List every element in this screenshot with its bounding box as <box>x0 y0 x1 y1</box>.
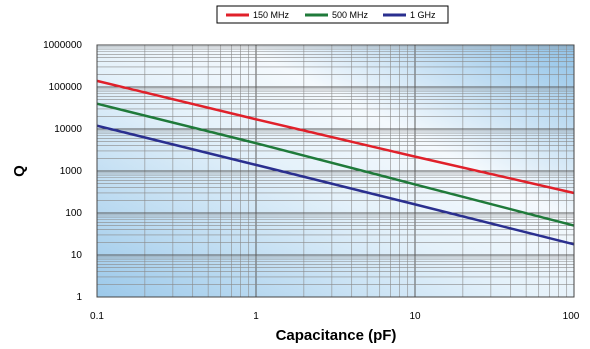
x-tick-label: 10 <box>409 311 421 322</box>
legend-item-1ghz: 1 GHz <box>383 10 436 20</box>
y-tick-label: 1 <box>76 292 82 303</box>
x-tick-label: 1 <box>253 311 259 322</box>
legend-label-500mhz: 500 MHz <box>332 10 369 20</box>
legend-item-500mhz: 500 MHz <box>305 10 369 20</box>
y-tick-label: 100 <box>65 208 82 219</box>
series-line-500mhz <box>96 102 575 227</box>
x-tick-label: 100 <box>563 311 580 322</box>
x-axis-title: Capacitance (pF) <box>276 327 397 344</box>
y-tick-label: 1000 <box>60 166 83 177</box>
plot-border <box>96 44 575 298</box>
y-tick-label: 100000 <box>49 82 83 93</box>
y-axis-title: Q <box>11 165 28 177</box>
series-lines <box>96 79 575 246</box>
y-tick-label: 10000 <box>54 124 82 135</box>
y-tick-label: 1000000 <box>43 40 82 51</box>
legend-label-150mhz: 150 MHz <box>253 10 290 20</box>
x-tick-label: 0.1 <box>90 311 104 322</box>
y-tick-label: 10 <box>71 250 83 261</box>
series-line-1ghz <box>96 124 575 246</box>
legend-label-1ghz: 1 GHz <box>410 10 436 20</box>
series-line-150mhz <box>96 79 575 195</box>
x-tick-labels: 0.1 1 10 100 <box>90 311 580 322</box>
legend: 150 MHz 500 MHz 1 GHz <box>216 5 449 24</box>
legend-item-150mhz: 150 MHz <box>226 10 290 20</box>
y-tick-labels: 1 10 100 1000 10000 100000 1000000 <box>43 40 82 303</box>
legend-box <box>216 5 449 24</box>
